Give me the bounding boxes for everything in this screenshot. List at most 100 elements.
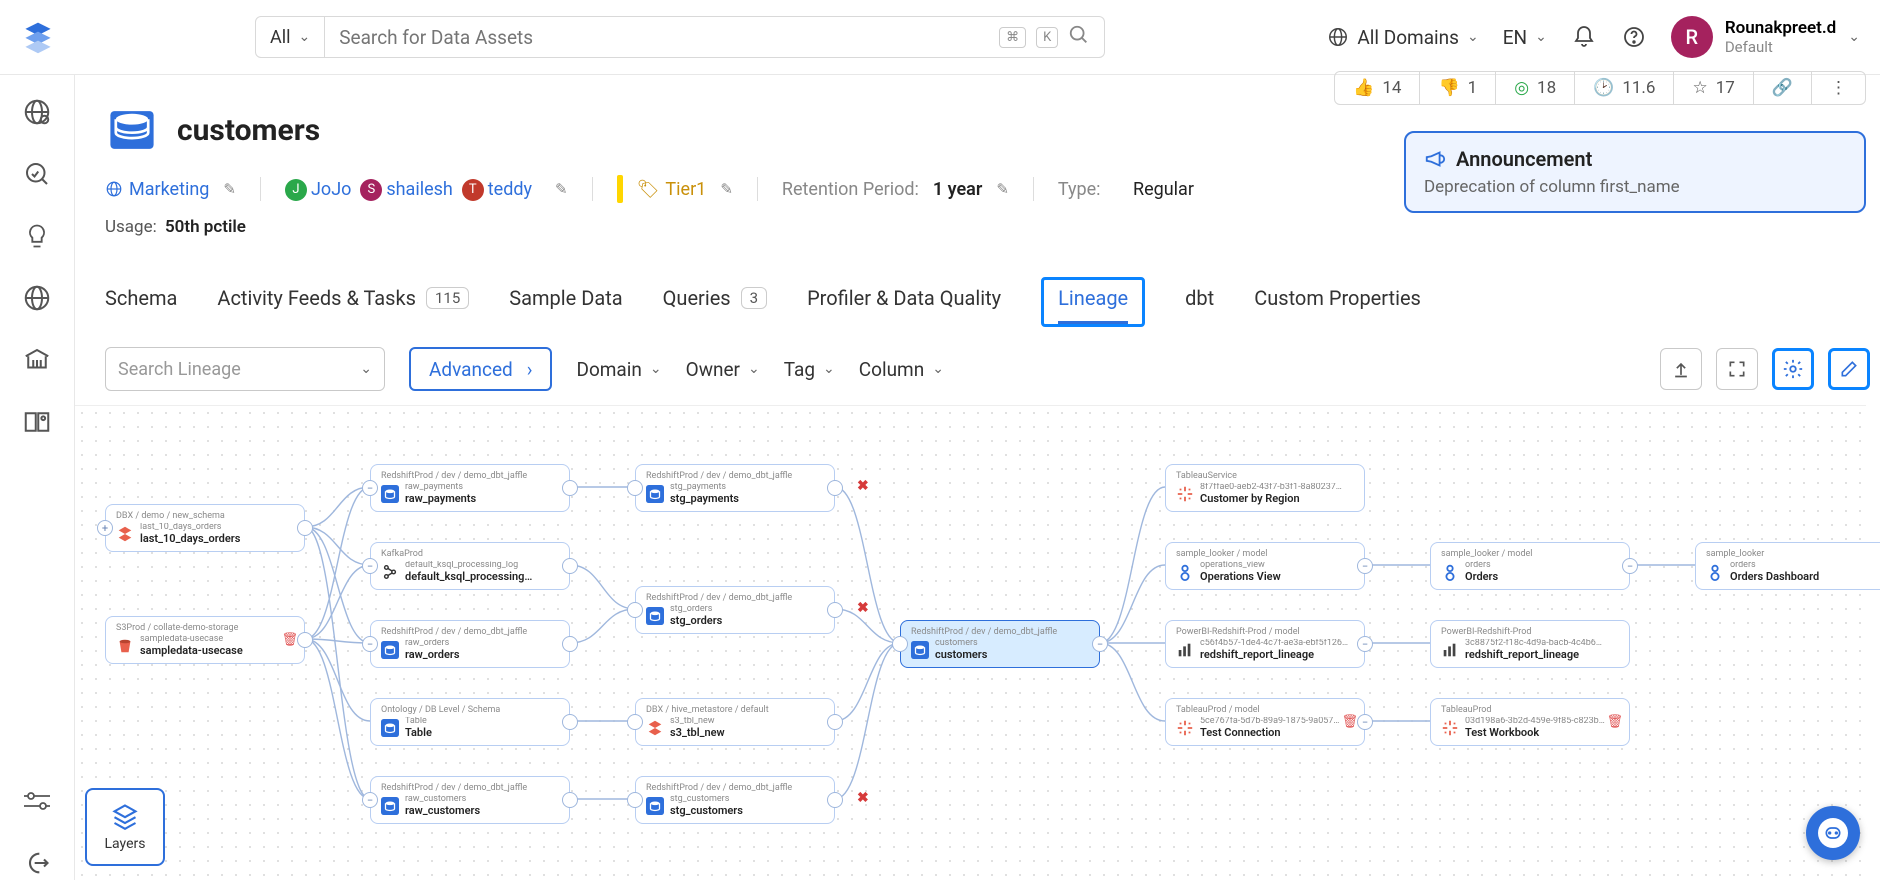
delete-node-icon[interactable]: 🗑 (281, 633, 298, 648)
stat-share[interactable]: 🔗 (1753, 72, 1811, 104)
node-port-left[interactable] (627, 602, 643, 618)
broken-lineage-icon[interactable]: ✖ (857, 478, 869, 494)
lineage-node[interactable]: TableauService 8f7ffae0-aeb2-43f7-b3f1-8… (1165, 464, 1365, 512)
lineage-node[interactable]: DBX / hive_metastore / default s3_tbl_ne… (635, 698, 835, 746)
nav-domains[interactable] (20, 281, 54, 315)
lineage-canvas[interactable]: DBX / demo / new_schema last_10_days_ord… (75, 405, 1866, 880)
lineage-node[interactable]: RedshiftProd / dev / demo_dbt_jaffle raw… (370, 464, 570, 512)
help-button[interactable] (1621, 24, 1647, 50)
delete-node-icon[interactable]: 🗑 (1606, 715, 1623, 730)
filter-tag[interactable]: Tag⌄ (784, 358, 835, 381)
advanced-button[interactable]: Advanced › (409, 347, 552, 391)
lineage-node[interactable]: Ontology / DB Level / Schema Table Table (370, 698, 570, 746)
app-logo[interactable] (0, 19, 75, 55)
lineage-node[interactable]: sample_looker orders Orders Dashboard (1695, 542, 1880, 590)
node-port-right[interactable] (827, 480, 843, 496)
owner-chip[interactable]: Tteddy (462, 179, 532, 201)
node-port-right[interactable] (297, 632, 313, 648)
node-port-right[interactable]: − (1357, 714, 1373, 730)
lineage-node[interactable]: sample_looker / model orders Orders− (1430, 542, 1630, 590)
lineage-node[interactable]: PowerBI-Redshift-Prod / model c56f4b57-1… (1165, 620, 1365, 668)
stat-downvotes[interactable]: 👎1 (1419, 72, 1495, 104)
stat-upvotes[interactable]: 👍14 (1335, 72, 1419, 104)
nav-logout[interactable] (20, 846, 54, 880)
nav-govern[interactable] (20, 343, 54, 377)
lineage-node[interactable]: RedshiftProd / dev / demo_dbt_jaffle raw… (370, 776, 570, 824)
node-port-left[interactable]: − (362, 792, 378, 808)
node-port-left[interactable]: + (97, 520, 113, 536)
filter-domain[interactable]: Domain⌄ (576, 358, 661, 381)
stat-followers[interactable]: ◎18 (1495, 72, 1574, 104)
tab-profiler[interactable]: Profiler & Data Quality (807, 280, 1001, 324)
owner-chip[interactable]: Sshailesh (360, 179, 453, 201)
nav-insights[interactable] (20, 219, 54, 253)
edit-lineage-button[interactable] (1828, 348, 1870, 390)
lineage-node[interactable]: TableauProd / model 5ce767fa-5d7b-89a9-1… (1165, 698, 1365, 746)
nav-settings[interactable] (20, 784, 54, 818)
node-port-left[interactable] (627, 480, 643, 496)
tab-sample-data[interactable]: Sample Data (509, 280, 622, 324)
node-port-right[interactable] (827, 714, 843, 730)
node-port-right[interactable]: − (1357, 636, 1373, 652)
lineage-node[interactable]: S3Prod / collate-demo-storage sampledata… (105, 616, 305, 664)
broken-lineage-icon[interactable]: ✖ (857, 600, 869, 616)
tab-custom-properties[interactable]: Custom Properties (1254, 280, 1421, 324)
tab-lineage[interactable]: Lineage (1058, 280, 1128, 324)
search-icon[interactable] (1068, 24, 1090, 51)
search-input[interactable] (339, 26, 989, 49)
stat-rating[interactable]: ☆17 (1673, 72, 1752, 104)
lineage-node[interactable]: RedshiftProd / dev / demo_dbt_jaffle stg… (635, 586, 835, 634)
stat-freshness[interactable]: 🕑11.6 (1574, 72, 1673, 104)
node-port-right[interactable] (562, 792, 578, 808)
node-port-left[interactable] (627, 792, 643, 808)
layers-button[interactable]: Layers (85, 788, 165, 866)
node-port-right[interactable]: − (1622, 558, 1638, 574)
tab-dbt[interactable]: dbt (1185, 280, 1214, 324)
lineage-node[interactable]: TableauProd 03d198a6-3b2d-459e-9f85-c823… (1430, 698, 1630, 746)
lineage-node[interactable]: KafkaProd default_ksql_processing_log de… (370, 542, 570, 590)
filter-owner[interactable]: Owner⌄ (686, 358, 760, 381)
node-port-left[interactable]: − (362, 558, 378, 574)
stat-more[interactable]: ⋮ (1811, 72, 1865, 104)
language-selector[interactable]: EN ⌄ (1503, 26, 1547, 49)
node-port-right[interactable]: − (1092, 636, 1108, 652)
export-button[interactable] (1660, 348, 1702, 390)
node-port-left[interactable]: − (362, 480, 378, 496)
node-port-right[interactable] (562, 480, 578, 496)
fullscreen-button[interactable] (1716, 348, 1758, 390)
nav-glossary[interactable] (20, 405, 54, 439)
lineage-node[interactable]: RedshiftProd / dev / demo_dbt_jaffle stg… (635, 464, 835, 512)
notifications-button[interactable] (1571, 24, 1597, 50)
lineage-node[interactable]: DBX / demo / new_schema last_10_days_ord… (105, 504, 305, 552)
node-port-right[interactable] (297, 520, 313, 536)
node-port-right[interactable] (562, 558, 578, 574)
node-port-right[interactable] (562, 714, 578, 730)
node-port-right[interactable] (827, 792, 843, 808)
node-port-right[interactable] (562, 636, 578, 652)
asset-domain[interactable]: Marketing (105, 179, 209, 200)
lineage-node[interactable]: RedshiftProd / dev / demo_dbt_jaffle raw… (370, 620, 570, 668)
chat-assistant-button[interactable] (1806, 806, 1860, 860)
announcement-card[interactable]: Announcement Deprecation of column first… (1404, 131, 1866, 213)
owner-chip[interactable]: JJoJo (285, 179, 351, 201)
edit-owners-icon[interactable]: ✎ (555, 180, 568, 198)
search-scope-dropdown[interactable]: All ⌄ (255, 16, 325, 58)
domain-selector[interactable]: All Domains ⌄ (1327, 26, 1478, 49)
node-port-left[interactable]: − (362, 636, 378, 652)
node-port-right[interactable] (827, 602, 843, 618)
node-port-right[interactable]: − (1357, 558, 1373, 574)
edit-retention-icon[interactable]: ✎ (996, 180, 1009, 198)
nav-explore[interactable] (20, 95, 54, 129)
node-port-left[interactable] (892, 636, 908, 652)
edit-tier-icon[interactable]: ✎ (720, 180, 733, 198)
settings-button[interactable] (1772, 348, 1814, 390)
filter-column[interactable]: Column⌄ (859, 358, 944, 381)
lineage-node[interactable]: sample_looker / model operations_view Op… (1165, 542, 1365, 590)
lineage-node[interactable]: PowerBI-Redshift-Prod 3c8875f2-f18c-4d9a… (1430, 620, 1630, 668)
global-search[interactable]: ⌘ K (325, 16, 1105, 58)
lineage-node[interactable]: RedshiftProd / dev / demo_dbt_jaffle cus… (900, 620, 1100, 668)
broken-lineage-icon[interactable]: ✖ (857, 790, 869, 806)
delete-node-icon[interactable]: 🗑 (1341, 715, 1358, 730)
edit-domain-icon[interactable]: ✎ (223, 180, 236, 198)
asset-tier[interactable]: 🏷Tier1 (637, 179, 707, 200)
